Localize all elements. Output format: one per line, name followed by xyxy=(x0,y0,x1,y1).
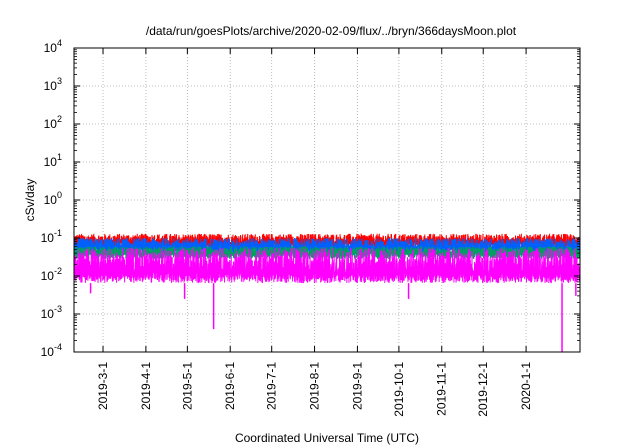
x-tick-label: 2019-11-1 xyxy=(435,362,449,416)
y-axis: 10-4 10-3 10-2 10-1 100 101 102 103 104 xyxy=(41,38,580,359)
x-axis-label: Coordinated Universal Time (UTC) xyxy=(235,431,419,445)
x-tick-label: 2019-12-1 xyxy=(476,362,490,417)
grid xyxy=(74,48,580,352)
x-tick-label: 2019-8-1 xyxy=(308,362,322,410)
x-tick-label: 2019-6-1 xyxy=(223,362,237,410)
x-tick-label: 2019-3-1 xyxy=(96,362,110,410)
y-tick-label: 101 xyxy=(44,152,62,169)
series-line-4 xyxy=(73,247,581,284)
x-tick-label: 2019-5-1 xyxy=(180,362,194,410)
chart-title: /data/run/goesPlots/archive/2020-02-09/f… xyxy=(146,24,517,38)
y-tick-label: 104 xyxy=(44,38,62,55)
x-axis: 2019-3-1 2019-4-1 2019-5-1 2019-6-1 2019-7-1… xyxy=(96,48,533,417)
y-tick-label: 10-4 xyxy=(41,342,62,359)
x-tick-label: 2019-9-1 xyxy=(350,362,364,410)
y-tick-label: 10-1 xyxy=(41,228,62,245)
y-axis-label: cSv/day xyxy=(23,179,37,222)
y-tick-label: 10-2 xyxy=(41,266,62,283)
y-tick-label: 103 xyxy=(44,76,62,93)
x-tick-label: 2019-7-1 xyxy=(265,362,279,410)
x-tick-label: 2019-4-1 xyxy=(139,362,153,410)
y-tick-label: 100 xyxy=(44,190,62,207)
y-tick-label: 102 xyxy=(44,114,62,131)
y-tick-label: 10-3 xyxy=(41,304,62,321)
series-line-3 xyxy=(73,246,581,260)
x-tick-label: 2020-1-1 xyxy=(519,362,533,410)
series-layer xyxy=(73,233,581,352)
x-tick-label: 2019-10-1 xyxy=(392,362,406,417)
